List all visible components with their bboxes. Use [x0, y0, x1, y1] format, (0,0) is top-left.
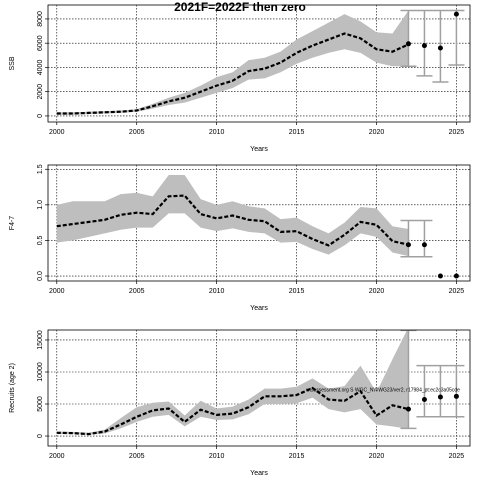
x-tick-label: 2005 — [129, 453, 145, 460]
y-tick-label: 4000 — [37, 60, 44, 76]
x-axis-label: Years — [250, 305, 268, 312]
y-tick-label: 2000 — [37, 84, 44, 100]
x-tick-label: 2000 — [49, 129, 65, 136]
x-tick-label: 2020 — [369, 453, 385, 460]
x-tick-label: 2000 — [49, 288, 65, 295]
projection-point — [405, 242, 411, 248]
y-tick-label: 1.5 — [37, 164, 44, 174]
projection-point — [421, 242, 427, 248]
projection-point — [405, 406, 411, 412]
projection-point — [453, 11, 459, 17]
y-tick-label: 10000 — [37, 362, 44, 382]
x-tick-label: 2005 — [129, 288, 145, 295]
projection-point — [453, 273, 459, 279]
projection-point — [437, 273, 443, 279]
projection-point — [405, 41, 411, 47]
x-tick-label: 2025 — [449, 129, 465, 136]
projection-point — [421, 397, 427, 403]
y-tick-label: 15000 — [37, 330, 44, 350]
x-tick-label: 2015 — [289, 288, 305, 295]
x-tick-label: 2000 — [49, 453, 65, 460]
y-axis-label: F4-7 — [9, 216, 16, 231]
x-axis-label: Years — [250, 470, 268, 477]
annotation: wtsassessment.org S WGC_NWWG23/ver2, r17… — [306, 387, 460, 393]
x-tick-label: 2025 — [449, 288, 465, 295]
x-tick-label: 2015 — [289, 453, 305, 460]
y-tick-label: 0.5 — [37, 235, 44, 245]
x-axis-label: Years — [250, 146, 268, 153]
y-axis-label: SSB — [9, 56, 16, 70]
x-tick-label: 2005 — [129, 129, 145, 136]
y-tick-label: 5000 — [37, 396, 44, 412]
y-tick-label: 0 — [37, 434, 44, 438]
x-tick-label: 2020 — [369, 129, 385, 136]
projection-point — [421, 43, 427, 49]
y-tick-label: 0.0 — [37, 271, 44, 281]
plot-area — [48, 165, 470, 281]
estimate-line — [56, 386, 409, 436]
plot-area — [48, 5, 470, 122]
projection-point — [453, 393, 459, 399]
y-tick-label: 0 — [37, 114, 44, 118]
projection-point — [437, 45, 443, 51]
plot-frame — [47, 164, 471, 282]
estimate-line — [56, 32, 409, 115]
confidence-band — [56, 330, 409, 435]
chart-title: 2021F=2022F then zero — [174, 0, 306, 14]
x-tick-label: 2010 — [209, 129, 225, 136]
y-tick-label: 6000 — [37, 35, 44, 51]
plot-frame — [47, 329, 471, 447]
x-tick-label: 2015 — [289, 129, 305, 136]
x-tick-label: 2010 — [209, 453, 225, 460]
plot-frame — [47, 4, 471, 123]
x-tick-label: 2025 — [449, 453, 465, 460]
y-tick-label: 1.0 — [37, 200, 44, 210]
x-tick-label: 2010 — [209, 288, 225, 295]
x-tick-label: 2020 — [369, 288, 385, 295]
y-axis-label: Recruits (age 2) — [9, 363, 16, 413]
plot-area — [48, 330, 470, 446]
confidence-band — [56, 10, 409, 115]
y-tick-label: 8000 — [37, 11, 44, 27]
estimate-line — [56, 194, 409, 247]
projection-point — [437, 394, 443, 400]
